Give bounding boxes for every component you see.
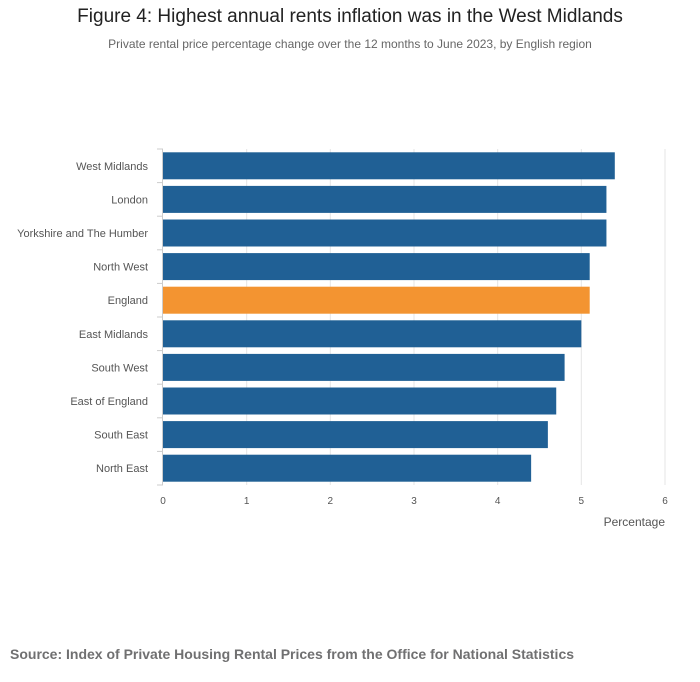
bar-south-west bbox=[163, 353, 565, 381]
category-label: South West bbox=[91, 362, 148, 374]
source-note: Source: Index of Private Housing Rental … bbox=[10, 646, 575, 662]
x-tick-label: 3 bbox=[411, 496, 417, 507]
x-tick-label: 2 bbox=[328, 496, 334, 507]
category-label: Yorkshire and The Humber bbox=[17, 228, 148, 240]
x-tick-label: 0 bbox=[160, 496, 166, 507]
x-tick-label: 4 bbox=[495, 496, 501, 507]
bar-yorkshire-and-the-humber bbox=[163, 219, 607, 247]
bar-east-of-england bbox=[163, 387, 557, 415]
x-tick-label: 6 bbox=[662, 496, 668, 507]
x-axis-title: Percentage bbox=[604, 515, 666, 529]
category-label: West Midlands bbox=[76, 161, 148, 173]
bar-london bbox=[163, 185, 607, 213]
category-label: London bbox=[111, 194, 148, 206]
chart-title: Figure 4: Highest annual rents inflation… bbox=[77, 6, 623, 27]
bar-south-east bbox=[163, 421, 548, 449]
bar-east-midlands bbox=[163, 320, 582, 348]
category-label: England bbox=[108, 295, 148, 307]
chart-subtitle: Private rental price percentage change o… bbox=[108, 37, 592, 51]
category-label: North East bbox=[96, 463, 148, 475]
x-tick-label: 1 bbox=[244, 496, 250, 507]
bar-west-midlands bbox=[163, 152, 615, 180]
category-label: North West bbox=[93, 262, 148, 274]
category-label: East of England bbox=[70, 396, 148, 408]
x-tick-label: 5 bbox=[579, 496, 585, 507]
bar-north-west bbox=[163, 253, 590, 281]
bar-north-east bbox=[163, 454, 532, 482]
category-label: East Midlands bbox=[79, 329, 149, 341]
category-label: South East bbox=[94, 430, 148, 442]
bar-england bbox=[163, 286, 590, 314]
